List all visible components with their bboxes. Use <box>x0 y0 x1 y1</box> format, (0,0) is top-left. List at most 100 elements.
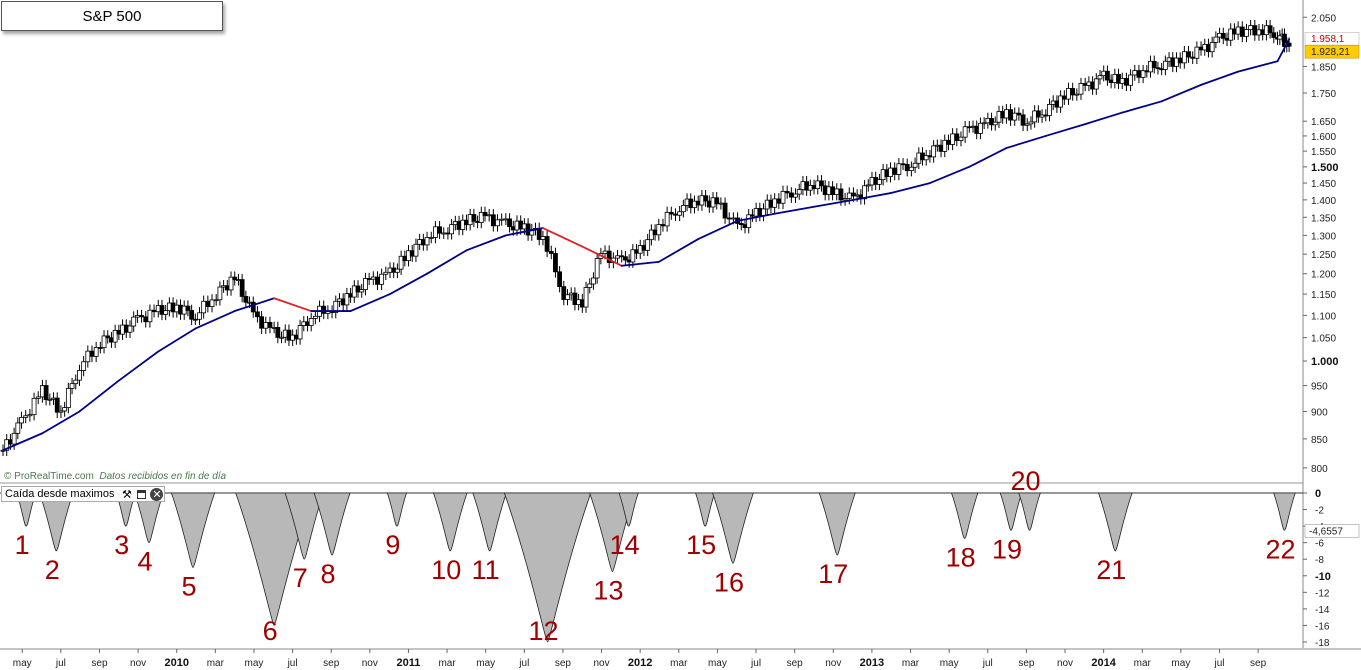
price-candle-body <box>838 188 844 201</box>
price-candle-body <box>228 276 234 291</box>
time-tick-label: jul <box>55 658 66 669</box>
time-tick-label: mar <box>207 658 225 669</box>
price-candle-body <box>209 299 215 307</box>
price-candle-body <box>151 309 157 313</box>
price-candle-body <box>89 350 95 357</box>
price-candle-body <box>1061 95 1067 100</box>
price-candle-body <box>776 198 782 204</box>
drawdown-tick-label: -10 <box>1315 571 1331 583</box>
price-candle-body <box>630 249 636 263</box>
drawdown-annotation-label: 18 <box>946 543 976 573</box>
price-tick-label: 1.750 <box>1311 89 1336 100</box>
drawdown-annotation-label: 13 <box>593 576 623 606</box>
price-tick-label: 1.450 <box>1311 179 1336 190</box>
copyright-site: © ProRealTime.com <box>4 471 94 482</box>
price-candle-body <box>583 287 589 308</box>
price-candle-body <box>1155 67 1161 70</box>
drawdown-dip <box>38 492 74 552</box>
price-candle-body <box>904 163 910 172</box>
price-candle-body <box>486 214 492 217</box>
price-candle-body <box>428 237 434 239</box>
price-candle-body <box>490 214 496 227</box>
price-candle-body <box>69 383 75 389</box>
moving-average-segment <box>389 272 428 295</box>
price-candle-body <box>232 276 238 281</box>
price-candle-body <box>437 226 442 234</box>
time-tick-label: sep <box>323 658 340 669</box>
price-candle-body <box>892 167 898 175</box>
moving-average-segment <box>852 192 892 201</box>
price-candle-body <box>23 415 29 418</box>
price-candle-body <box>865 184 871 187</box>
price-candle-body <box>602 250 608 254</box>
price-candle-body <box>192 318 198 321</box>
price-candle-body <box>738 223 744 226</box>
drawdown-tick-label: -18 <box>1315 638 1330 649</box>
price-candle-body <box>1020 114 1026 126</box>
copyright-text: © ProRealTime.com Datos recibidos en fin… <box>4 471 226 482</box>
price-candle-body <box>1177 57 1183 64</box>
price-candle-body <box>359 289 365 293</box>
price-candle-body <box>413 243 419 257</box>
drawdown-annotation-label: 16 <box>714 567 744 597</box>
time-tick-label: mar <box>670 658 688 669</box>
price-candle-body <box>703 195 709 202</box>
price-candle-body <box>731 217 736 220</box>
price-candle-body <box>1070 88 1076 96</box>
price-tick-label: 1.000 <box>1311 356 1339 368</box>
price-candle-body <box>1074 93 1080 96</box>
drawdown-dip <box>618 492 639 527</box>
moving-average-segment <box>542 227 584 248</box>
price-candle-body <box>888 167 893 177</box>
price-tick-label: 1.150 <box>1311 290 1336 301</box>
close-icon[interactable]: ✕ <box>150 487 164 501</box>
price-candle-body <box>127 325 133 333</box>
price-candle-body <box>1124 78 1129 86</box>
wrench-icon[interactable]: ⚒ <box>122 488 132 501</box>
price-candle-body <box>1228 28 1234 41</box>
moving-average-segment <box>41 410 81 435</box>
moving-average-segment <box>889 182 931 194</box>
price-candle-body <box>1277 35 1283 40</box>
price-candle-body <box>275 327 281 338</box>
window-icon[interactable] <box>137 489 147 499</box>
price-candle-body <box>363 278 368 291</box>
price-candle-body <box>27 414 33 417</box>
moving-average-segment <box>1276 38 1290 63</box>
price-candle-body <box>4 439 10 451</box>
price-tick-label: 900 <box>1311 407 1328 418</box>
price-tick-label: 1.650 <box>1311 117 1336 128</box>
price-candle-body <box>876 179 882 185</box>
time-tick-label: mar <box>438 658 456 669</box>
price-candle-body <box>946 139 951 145</box>
price-candle-body <box>1028 121 1034 125</box>
drawdown-annotation-label: 7 <box>293 563 308 593</box>
drawdown-dip <box>1097 492 1133 552</box>
price-candle-body <box>842 198 848 201</box>
price-candle-body <box>619 255 625 258</box>
drawdown-annotation-label: 12 <box>529 616 559 646</box>
price-candle-body <box>680 205 686 213</box>
price-candle-body <box>931 145 937 158</box>
price-candle-body <box>660 224 666 227</box>
moving-average-segment <box>1084 111 1124 126</box>
drawdown-annotation-label: 8 <box>321 559 336 589</box>
moving-average-segment <box>233 297 276 312</box>
indicator-header: Caída desde maximos ⚒ ✕ <box>1 486 165 502</box>
moving-average-segment <box>273 297 313 312</box>
price-candle-body <box>499 218 505 221</box>
drawdown-annotation-label: 6 <box>263 616 278 646</box>
price-candle-body <box>954 133 960 141</box>
price-candle-body <box>594 258 600 279</box>
price-candle-body <box>1244 29 1249 37</box>
price-candle-body <box>896 163 902 175</box>
time-tick-label: jul <box>982 658 993 669</box>
price-candle-body <box>557 271 563 287</box>
price-tick-label: 1.300 <box>1311 231 1336 242</box>
price-candle-body <box>383 271 389 275</box>
price-candle-body <box>478 211 484 223</box>
time-tick-label: nov <box>1057 658 1073 669</box>
price-candle-body <box>1093 78 1099 90</box>
moving-average-segment <box>697 219 739 240</box>
price-candle-body <box>255 311 260 318</box>
